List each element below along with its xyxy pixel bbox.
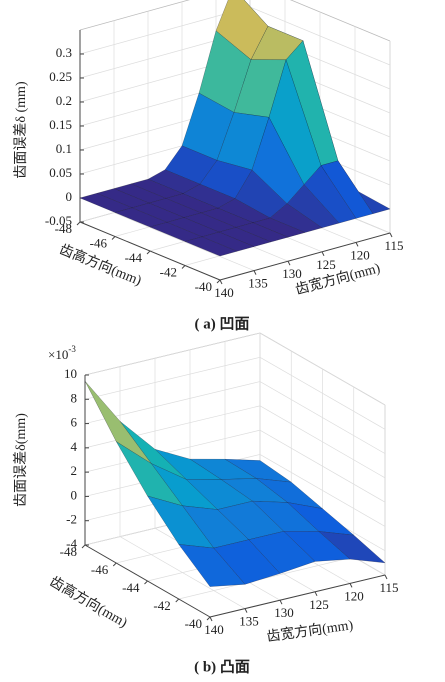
multiplier-base: ×10 (48, 347, 68, 362)
x-tick-label: -40 (185, 616, 202, 631)
x-tick-label: -42 (153, 598, 170, 613)
y-axis-label: 齿宽方向(mm) (293, 259, 382, 298)
z-tick-label: 0.1 (56, 141, 72, 156)
surface-chart: -4 -2 0 2 4 6 8 10 -48 -46 -44 -42 -40 115 120 125 130 13… (13, 332, 399, 675)
z-axis-label: 齿面误差δ(mm) (13, 413, 29, 507)
grid-line (259, 405, 386, 479)
y-tick-label: 130 (274, 605, 294, 620)
box-edge (79, 0, 191, 31)
x-tick-label: -44 (125, 250, 143, 265)
caption: ( a) 凹面 (195, 315, 250, 332)
surface-face (84, 380, 152, 464)
z-tick-label: 2 (71, 463, 78, 478)
y-tick-label: 140 (204, 622, 224, 637)
surface-face (178, 544, 246, 587)
tick-mark (279, 599, 283, 605)
x-tick-label: -46 (91, 562, 109, 577)
y-tick-label: 130 (282, 266, 302, 281)
grid-line (84, 356, 261, 400)
grid-line (113, 212, 255, 271)
tick-mark (349, 583, 353, 588)
grid-line (79, 6, 251, 55)
grid-line (84, 332, 261, 376)
tick-mark (112, 562, 117, 567)
y-tick-label: 140 (214, 285, 234, 300)
grid-line (249, 6, 391, 66)
z-tick-label: 0.3 (56, 45, 72, 60)
y-tick-label: 135 (248, 276, 268, 291)
z-tick-label: 8 (71, 390, 78, 405)
y-tick-label: 120 (344, 588, 364, 603)
z-tick-label: 0 (71, 487, 78, 502)
tick-mark (253, 270, 257, 275)
z-tick-label: 0.2 (56, 93, 72, 108)
y-tick-label: 125 (309, 597, 329, 612)
y-tick-label: 120 (350, 247, 370, 262)
grid-line (259, 429, 386, 503)
tick-mark (219, 279, 223, 285)
grid-line (84, 405, 261, 449)
x-tick-label: -44 (122, 580, 140, 595)
tick-mark (146, 250, 151, 255)
tick-mark (355, 242, 359, 247)
tick-mark (209, 616, 213, 622)
y-axis (219, 232, 391, 281)
tick-mark (287, 260, 291, 266)
z-tick-label: 6 (71, 415, 78, 430)
z-tick-label: 0.05 (49, 165, 72, 180)
grid-line (259, 454, 386, 527)
y-tick-label: 135 (239, 614, 259, 629)
surface-face (184, 236, 238, 257)
grid-line (259, 356, 386, 430)
y-axis (209, 574, 386, 618)
z-tick-label: -4 (66, 536, 77, 551)
z-tick-label: 10 (64, 366, 77, 381)
tick-mark (76, 221, 81, 226)
z-tick-label: 4 (71, 439, 78, 454)
x-tick-label: -46 (90, 235, 108, 250)
surface-chart: -0.05 0 0.05 0.1 0.15 0.2 0.25 0.3 -48 -46 -44 -42 -… (13, 0, 404, 332)
grid-line (119, 536, 246, 609)
x-tick-label: -48 (55, 221, 72, 236)
y-tick-label: 115 (384, 238, 403, 253)
z-tick-label: -2 (66, 512, 77, 527)
x-tick-label: -48 (60, 544, 77, 559)
x-tick-label: -40 (195, 279, 212, 294)
tick-mark (181, 265, 186, 269)
z-axis-label: 齿面误差δ (mm) (13, 81, 29, 179)
x-axis-label: 齿高方向(mm) (47, 573, 131, 631)
z-tick-label: 0.25 (49, 69, 72, 84)
y-axis-label: 齿宽方向(mm) (266, 616, 355, 645)
grid-line (178, 556, 354, 600)
tick-mark (384, 574, 388, 580)
z-multiplier: ×10-3 (48, 344, 76, 362)
tick-mark (314, 591, 318, 597)
z-tick-label: -0.05 (45, 213, 72, 228)
tick-mark (111, 236, 116, 240)
tick-mark (175, 598, 180, 603)
z-tick-label: 0.15 (49, 117, 72, 132)
y-tick-label: 125 (316, 257, 336, 272)
multiplier-power: -3 (68, 344, 76, 354)
grid-line (259, 332, 386, 406)
x-tick-label: -42 (160, 264, 177, 279)
tick-mark (244, 608, 248, 613)
z-tick-label: 0 (66, 189, 73, 204)
caption: ( b) 凸面 (194, 658, 250, 675)
tick-mark (216, 279, 221, 284)
tick-mark (389, 232, 393, 238)
tick-mark (321, 251, 325, 257)
tick-mark (144, 580, 148, 585)
grid-line (259, 381, 386, 454)
y-tick-label: 115 (379, 580, 398, 595)
tick-mark (206, 616, 211, 621)
tick-mark (81, 544, 86, 549)
grid-line (84, 429, 261, 473)
